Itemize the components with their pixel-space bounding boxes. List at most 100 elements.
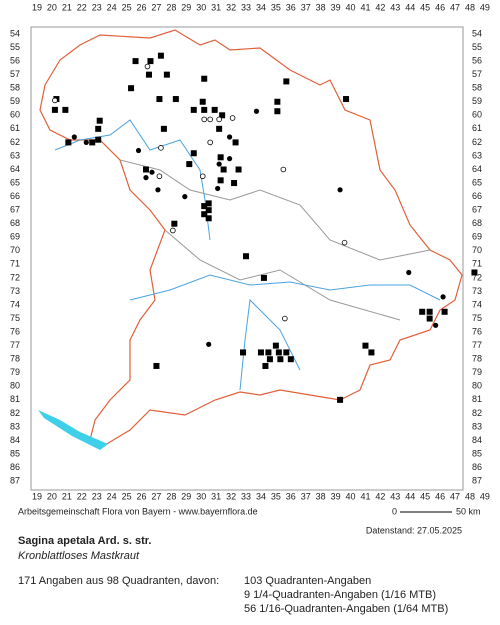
y-label: 54 — [10, 28, 20, 38]
open-marker — [170, 227, 176, 234]
x-label: 33 — [241, 491, 251, 501]
y-label: 63 — [10, 150, 20, 160]
open-marker — [341, 239, 348, 246]
lake — [38, 410, 108, 450]
square-marker — [262, 362, 269, 369]
square-marker — [232, 139, 239, 146]
x-label: 36 — [286, 2, 296, 12]
y-label: 55 — [10, 42, 20, 52]
square-marker — [95, 125, 102, 132]
x-label: 41 — [360, 2, 370, 12]
square-marker — [145, 71, 152, 78]
x-label: 39 — [331, 2, 341, 12]
y-label: 59 — [472, 96, 482, 106]
x-label: 35 — [271, 2, 281, 12]
x-label: 35 — [271, 491, 281, 501]
square-marker — [201, 106, 208, 113]
y-label: 83 — [10, 421, 20, 431]
y-label: 84 — [472, 435, 482, 445]
y-label: 56 — [10, 55, 20, 65]
square-marker — [205, 207, 212, 214]
square-marker — [426, 308, 433, 315]
y-label: 71 — [472, 259, 482, 269]
square-marker — [186, 161, 193, 168]
x-label: 19 — [32, 491, 42, 501]
y-label: 61 — [472, 123, 482, 133]
square-marker — [211, 106, 218, 113]
y-label: 69 — [472, 232, 482, 242]
open-marker — [280, 166, 287, 173]
square-marker — [201, 203, 208, 210]
state-border — [39, 29, 463, 446]
y-label: 67 — [472, 205, 482, 215]
x-label: 36 — [286, 491, 296, 501]
y-label: 86 — [10, 462, 20, 472]
square-marker — [235, 166, 242, 173]
x-label: 23 — [92, 491, 102, 501]
x-label: 45 — [420, 2, 430, 12]
dot-marker — [226, 156, 233, 162]
dot-marker — [71, 134, 77, 140]
square-marker — [337, 396, 344, 403]
x-label: 22 — [77, 2, 87, 12]
x-label: 24 — [107, 2, 117, 12]
y-label: 59 — [10, 96, 20, 106]
dot-marker — [406, 269, 412, 276]
x-label: 28 — [166, 2, 176, 12]
dot-marker — [206, 341, 212, 347]
square-marker — [132, 58, 139, 65]
square-marker — [419, 308, 426, 315]
square-marker — [283, 349, 290, 356]
x-label: 32 — [226, 2, 236, 12]
x-label: 20 — [47, 2, 57, 12]
square-marker — [51, 106, 58, 113]
y-label: 81 — [10, 394, 20, 404]
y-label: 76 — [10, 326, 20, 336]
y-label: 62 — [10, 137, 20, 147]
title: Sagina apetala Ard. s. str. — [18, 535, 151, 547]
square-marker — [96, 117, 103, 124]
x-label: 34 — [256, 491, 266, 501]
open-marker — [229, 115, 236, 121]
square-marker — [266, 356, 273, 363]
y-label: 72 — [472, 272, 482, 282]
square-marker — [231, 180, 238, 187]
dot-marker — [440, 294, 446, 300]
square-marker — [217, 154, 224, 161]
square-marker — [362, 342, 369, 349]
x-label: 20 — [47, 491, 57, 501]
y-label: 77 — [10, 340, 20, 350]
y-label: 77 — [472, 340, 482, 350]
date: Datenstand: 27.05.2025 — [366, 525, 462, 535]
square-marker — [89, 139, 96, 146]
frame — [30, 26, 464, 491]
dot-marker — [226, 134, 233, 140]
open-marker — [199, 173, 206, 180]
y-label: 75 — [10, 313, 20, 323]
square-marker — [171, 220, 178, 227]
x-label: 40 — [346, 2, 356, 12]
x-label: 47 — [450, 491, 460, 501]
x-label: 24 — [107, 491, 117, 501]
y-label: 84 — [10, 435, 20, 445]
x-label: 31 — [211, 2, 221, 12]
x-label: 46 — [435, 2, 445, 12]
square-marker — [205, 215, 212, 222]
x-label: 37 — [301, 491, 311, 501]
dot-marker — [149, 169, 155, 175]
x-label: 25 — [122, 491, 132, 501]
y-label: 76 — [472, 326, 482, 336]
dot-marker — [337, 187, 343, 193]
y-label: 86 — [472, 462, 482, 472]
dot-marker — [216, 161, 222, 167]
region-border — [164, 229, 401, 321]
x-label: 19 — [32, 2, 42, 12]
y-label: 68 — [472, 218, 482, 228]
y-label: 79 — [472, 367, 482, 377]
river — [54, 119, 211, 241]
open-marker — [158, 145, 164, 151]
x-label: 33 — [241, 2, 251, 12]
y-label: 80 — [472, 381, 482, 391]
y-label: 61 — [10, 123, 20, 133]
x-label: 27 — [151, 491, 161, 501]
